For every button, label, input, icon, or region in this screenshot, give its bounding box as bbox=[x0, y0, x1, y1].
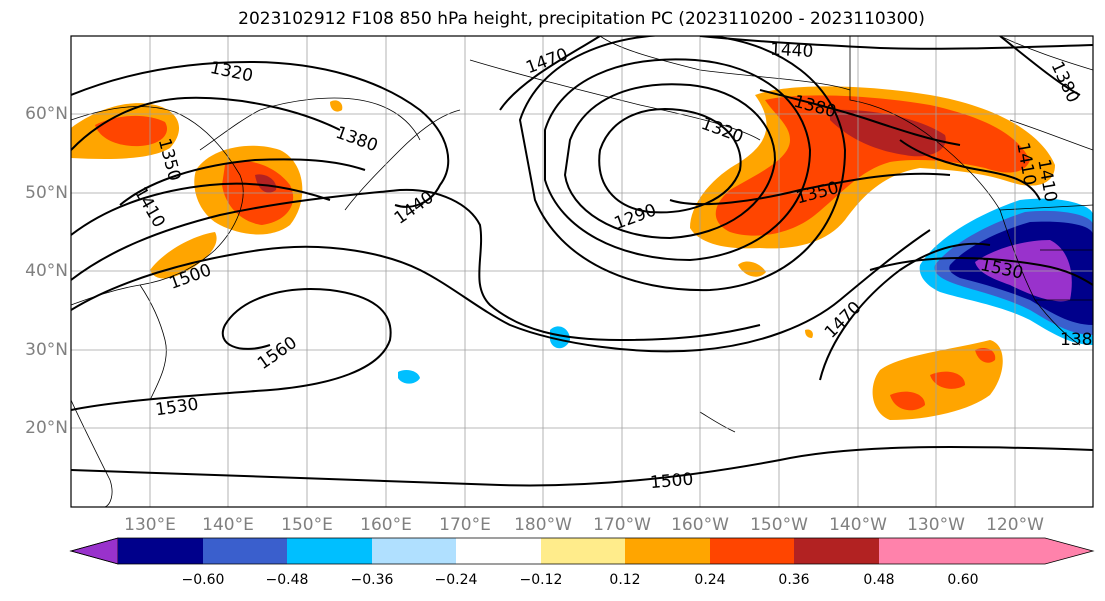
colorbar-segment bbox=[879, 538, 963, 564]
lat-label: 60°N bbox=[25, 104, 68, 124]
colorbar-extend-low bbox=[69, 537, 119, 565]
contour-label: 1380 bbox=[1060, 330, 1103, 350]
lon-label: 160°E bbox=[360, 515, 412, 535]
lon-label: 150°W bbox=[750, 515, 808, 535]
lon-label: 140°E bbox=[202, 515, 254, 535]
colorbar-segment bbox=[794, 538, 879, 564]
lon-label: 120°W bbox=[986, 515, 1044, 535]
colorbar-tick: 0.24 bbox=[694, 572, 726, 588]
contour-label: 1440 bbox=[770, 40, 814, 62]
lon-label: 180°W bbox=[514, 515, 572, 535]
colorbar-segment bbox=[118, 538, 203, 564]
colorbar-segment bbox=[372, 538, 456, 564]
height-contours bbox=[71, 36, 1093, 487]
colorbar-outline bbox=[69, 537, 1095, 565]
colorbar-segment bbox=[625, 538, 710, 564]
lon-label: 150°E bbox=[281, 515, 333, 535]
lat-label: 40°N bbox=[25, 261, 68, 281]
lat-label: 30°N bbox=[25, 340, 68, 360]
colorbar-segment bbox=[456, 538, 541, 564]
colorbar-tick: −0.12 bbox=[519, 572, 563, 588]
contour-label: 1500 bbox=[649, 469, 694, 493]
colorbar-segment bbox=[541, 538, 625, 564]
colorbar-tick: −0.36 bbox=[350, 572, 394, 588]
lon-label: 140°W bbox=[829, 515, 887, 535]
lon-label: 170°W bbox=[593, 515, 651, 535]
lat-label: 20°N bbox=[25, 418, 68, 438]
colorbar-tick: −0.48 bbox=[265, 572, 309, 588]
lon-label: 130°W bbox=[907, 515, 965, 535]
lon-label: 160°W bbox=[671, 515, 729, 535]
colorbar-tick: 0.36 bbox=[778, 572, 810, 588]
colorbar-tick: 0.12 bbox=[609, 572, 641, 588]
colorbar-tick: −0.60 bbox=[181, 572, 225, 588]
colorbar-tick: 0.48 bbox=[863, 572, 895, 588]
colorbar-extend-high bbox=[963, 538, 1093, 564]
coastlines bbox=[71, 36, 1093, 507]
precip-shading bbox=[71, 86, 1093, 420]
colorbar-segment bbox=[287, 538, 372, 564]
colorbar-tick: 0.60 bbox=[947, 572, 979, 588]
map-frame bbox=[70, 35, 1094, 508]
lon-label: 170°E bbox=[439, 515, 491, 535]
lon-label: 130°E bbox=[124, 515, 176, 535]
colorbar-segment bbox=[710, 538, 794, 564]
colorbar-segment bbox=[203, 538, 287, 564]
colorbar bbox=[69, 537, 1095, 565]
map-title: 2023102912 F108 850 hPa height, precipit… bbox=[238, 9, 925, 29]
lat-label: 50°N bbox=[25, 183, 68, 203]
colorbar-tick: −0.24 bbox=[434, 572, 478, 588]
